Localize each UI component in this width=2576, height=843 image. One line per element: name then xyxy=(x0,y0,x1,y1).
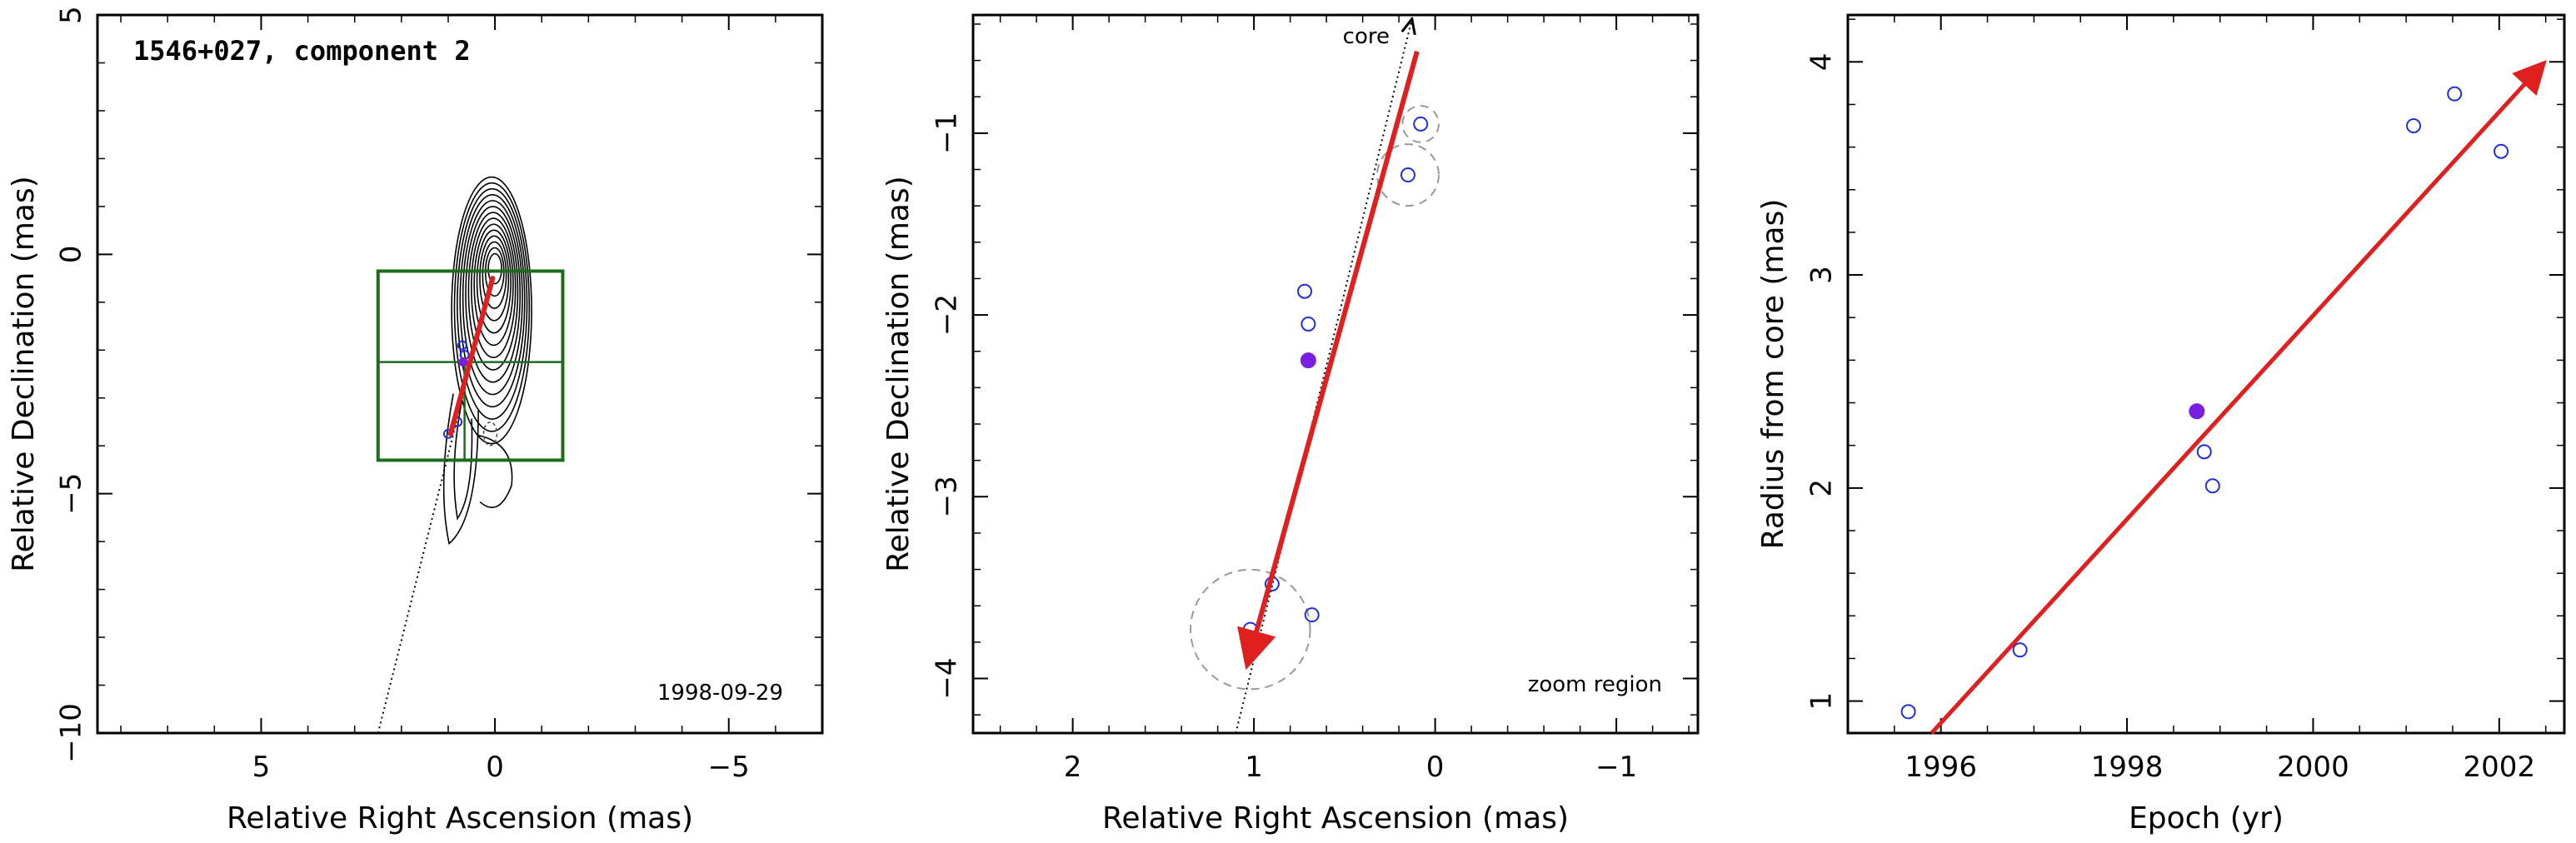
y-tick-label: 3 xyxy=(1805,266,1839,284)
x-tick-label: 0 xyxy=(1426,751,1445,784)
component-outline xyxy=(482,422,498,446)
y-axis-label: Relative Declination (mas) xyxy=(881,176,916,572)
error-circle xyxy=(1376,143,1440,207)
x-tick-label: 2002 xyxy=(2464,751,2536,784)
component-point xyxy=(1297,283,1313,299)
error-circle xyxy=(1190,568,1311,691)
contour-line xyxy=(467,212,519,371)
radius-point xyxy=(2406,118,2422,134)
y-tick-label: 4 xyxy=(1805,52,1839,71)
contour-line xyxy=(473,223,514,347)
component-point xyxy=(1413,116,1429,132)
epoch-annotation: 1998-09-29 xyxy=(657,681,783,706)
plot-frame xyxy=(1846,13,2566,735)
data-marks xyxy=(377,276,498,734)
panel-3: Epoch (yr) Radius from core (mas) 1996 19… xyxy=(1756,13,2566,836)
panel-2: core zoom region Relative Right Ascensio… xyxy=(881,13,1700,836)
contour-line xyxy=(477,434,513,508)
contour-line xyxy=(465,206,522,383)
contour-line xyxy=(482,241,507,309)
y-tick-label: −1 xyxy=(931,112,964,154)
axis-ticks: 5 0 −5 5 0 −5 −10 xyxy=(55,6,823,784)
y-tick-label: 2 xyxy=(1805,479,1839,497)
motion-arrow xyxy=(1237,50,1420,671)
axis-ticks: 2 1 0 −1 −1 −2 −3 −4 xyxy=(931,15,1698,784)
radius-point xyxy=(2494,143,2509,159)
x-tick-label: 0 xyxy=(486,751,504,784)
y-tick-label: 0 xyxy=(55,246,88,264)
plot-frame xyxy=(971,13,1700,735)
component-point xyxy=(457,340,467,351)
contour-line xyxy=(459,194,526,408)
error-circle xyxy=(1401,105,1440,143)
y-axis-label: Relative Declination (mas) xyxy=(7,176,41,572)
axis-ticks: 1996 1998 2000 2002 1 2 3 4 xyxy=(1805,15,2564,784)
contour-line xyxy=(487,252,502,285)
x-tick-label: 1 xyxy=(1245,751,1263,784)
x-tick-label: 2000 xyxy=(2277,751,2349,784)
x-tick-label: 2 xyxy=(1064,751,1082,784)
x-axis-label: Epoch (yr) xyxy=(2129,801,2284,836)
contour-line xyxy=(453,182,531,432)
x-tick-label: 1996 xyxy=(1905,751,1977,784)
motion-arrow xyxy=(447,276,496,436)
data-marks xyxy=(1190,21,1440,734)
component-point xyxy=(1300,316,1316,332)
y-axis-label: Radius from core (mas) xyxy=(1756,199,1790,550)
core-annotation: core xyxy=(1343,24,1390,49)
radius-point xyxy=(2447,86,2463,102)
y-tick-label: −5 xyxy=(55,473,88,515)
x-tick-label: −1 xyxy=(1595,751,1637,784)
chart-title: 1546+027, component 2 xyxy=(133,35,471,67)
contour-line xyxy=(476,229,512,334)
plot-frame xyxy=(96,13,824,735)
contour-line xyxy=(451,176,532,445)
component-point xyxy=(1304,607,1320,623)
data-marks xyxy=(1900,60,2547,735)
contour-line xyxy=(462,200,523,396)
y-tick-label: −4 xyxy=(931,657,964,699)
x-axis-label: Relative Right Ascension (mas) xyxy=(227,801,693,836)
radius-point xyxy=(2196,444,2212,460)
contour-line xyxy=(470,217,517,358)
contour-line xyxy=(442,393,479,546)
radius-point xyxy=(2204,478,2220,494)
contour-map xyxy=(442,176,532,546)
zoom-annotation: zoom region xyxy=(1528,672,1662,697)
current-epoch-point xyxy=(458,357,468,367)
zoom-region-box xyxy=(376,269,565,462)
current-epoch-point xyxy=(1300,352,1316,369)
contour-line xyxy=(457,187,528,420)
fit-arrow xyxy=(1930,60,2547,735)
panel-1: 1546+027, component 2 1998-09-29 Relativ… xyxy=(7,6,824,836)
radius-point xyxy=(2012,642,2028,658)
contour-line xyxy=(479,235,510,322)
radius-point xyxy=(1900,704,1916,720)
trajectory-line xyxy=(1235,21,1411,734)
y-tick-label: 5 xyxy=(55,6,88,24)
x-tick-label: 1998 xyxy=(2091,751,2164,784)
x-tick-label: −5 xyxy=(708,751,750,784)
x-tick-label: 5 xyxy=(252,751,271,784)
component-point xyxy=(1400,167,1415,183)
y-tick-label: 1 xyxy=(1805,692,1839,711)
x-axis-label: Relative Right Ascension (mas) xyxy=(1102,801,1569,836)
y-tick-label: −10 xyxy=(55,703,88,763)
y-tick-label: −3 xyxy=(931,476,964,517)
current-epoch-point xyxy=(2189,403,2205,420)
y-tick-label: −2 xyxy=(931,294,964,336)
